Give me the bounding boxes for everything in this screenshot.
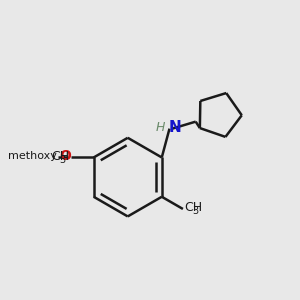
Text: H: H (156, 121, 165, 134)
Text: 3: 3 (192, 206, 199, 216)
Text: N: N (168, 120, 181, 135)
Text: methoxy: methoxy (8, 152, 57, 161)
Text: 3: 3 (59, 154, 66, 165)
Text: CH: CH (184, 201, 202, 214)
Text: O: O (59, 149, 70, 164)
Text: CH: CH (51, 150, 69, 163)
